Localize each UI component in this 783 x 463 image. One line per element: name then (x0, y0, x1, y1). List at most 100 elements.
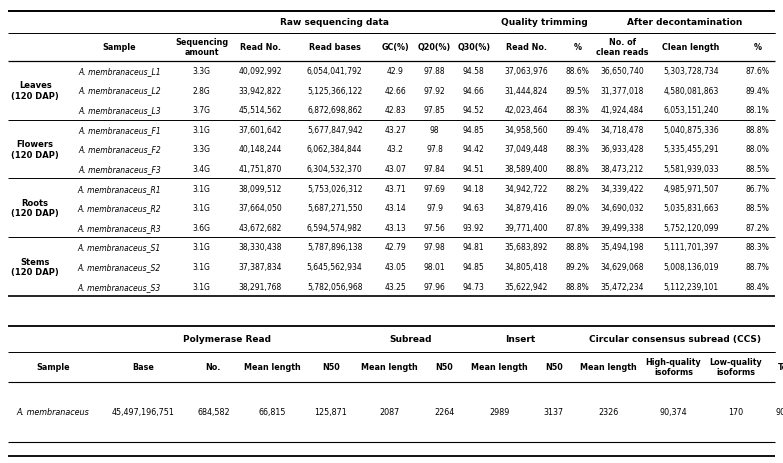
Text: 3.1G: 3.1G (193, 125, 211, 135)
Text: 38,099,512: 38,099,512 (239, 184, 282, 193)
Text: A. membranaceus_F1: A. membranaceus_F1 (78, 125, 161, 135)
Text: 94.18: 94.18 (463, 184, 485, 193)
Text: 97.84: 97.84 (424, 165, 446, 174)
Text: 684,582: 684,582 (197, 407, 229, 417)
Text: Mean length: Mean length (244, 363, 301, 371)
Text: Sequencing
amount: Sequencing amount (175, 38, 228, 57)
Text: 5,335,455,291: 5,335,455,291 (663, 145, 719, 154)
Text: A. membranaceus_L1: A. membranaceus_L1 (78, 67, 161, 76)
Text: 41,924,484: 41,924,484 (601, 106, 644, 115)
Text: Clean length: Clean length (662, 43, 720, 52)
Text: Mean length: Mean length (471, 363, 528, 371)
Text: A. membranaceus_R3: A. membranaceus_R3 (78, 223, 161, 232)
Text: No.: No. (206, 363, 221, 371)
Text: 89.2%: 89.2% (565, 263, 590, 271)
Text: 89.4%: 89.4% (745, 87, 770, 95)
Text: Total: Total (778, 363, 783, 371)
Text: 2989: 2989 (489, 407, 510, 417)
Text: 88.8%: 88.8% (565, 243, 590, 252)
Text: 97.8: 97.8 (426, 145, 443, 154)
Text: 34,942,722: 34,942,722 (505, 184, 548, 193)
Text: 90,374: 90,374 (659, 407, 687, 417)
Text: 5,787,896,138: 5,787,896,138 (307, 243, 363, 252)
Text: Q20(%): Q20(%) (418, 43, 451, 52)
Text: 98.01: 98.01 (424, 263, 446, 271)
Text: 97.69: 97.69 (424, 184, 446, 193)
Text: 94.58: 94.58 (463, 67, 485, 76)
Text: 31,377,018: 31,377,018 (601, 87, 644, 95)
Text: 94.73: 94.73 (463, 282, 485, 291)
Text: No. of
clean reads: No. of clean reads (596, 38, 649, 57)
Text: 43.27: 43.27 (384, 125, 406, 135)
Text: Raw sequencing data: Raw sequencing data (280, 18, 389, 27)
Text: Leaves
(120 DAP): Leaves (120 DAP) (12, 81, 59, 100)
Text: Read No.: Read No. (506, 43, 547, 52)
Text: 90,544: 90,544 (775, 407, 783, 417)
Text: 38,473,212: 38,473,212 (601, 165, 644, 174)
Text: 40,148,244: 40,148,244 (239, 145, 282, 154)
Text: A. membranaceus_L2: A. membranaceus_L2 (78, 87, 161, 95)
Text: 88.5%: 88.5% (745, 165, 770, 174)
Text: 43.25: 43.25 (384, 282, 406, 291)
Text: 6,054,041,792: 6,054,041,792 (307, 67, 363, 76)
Text: Polymerase Read: Polymerase Read (183, 335, 271, 344)
Text: 43.07: 43.07 (384, 165, 406, 174)
Text: 88.4%: 88.4% (745, 282, 770, 291)
Text: 39,499,338: 39,499,338 (601, 223, 644, 232)
Text: 3.7G: 3.7G (193, 106, 211, 115)
Text: A. membranaceus_R2: A. membranaceus_R2 (78, 204, 161, 213)
Text: A. membranaceus: A. membranaceus (16, 407, 89, 417)
Text: 3.3G: 3.3G (193, 145, 211, 154)
Text: 5,008,136,019: 5,008,136,019 (663, 263, 719, 271)
Text: 88.8%: 88.8% (565, 165, 590, 174)
Text: 31,444,824: 31,444,824 (505, 87, 548, 95)
Text: 40,092,992: 40,092,992 (239, 67, 282, 76)
Text: 2087: 2087 (380, 407, 399, 417)
Text: 41,751,870: 41,751,870 (239, 165, 282, 174)
Text: 45,514,562: 45,514,562 (239, 106, 282, 115)
Text: 6,872,698,862: 6,872,698,862 (307, 106, 363, 115)
Text: 4,985,971,507: 4,985,971,507 (663, 184, 719, 193)
Text: 37,063,976: 37,063,976 (505, 67, 548, 76)
Text: 88.0%: 88.0% (745, 145, 770, 154)
Text: 97.88: 97.88 (424, 67, 446, 76)
Text: 3.3G: 3.3G (193, 67, 211, 76)
Text: 89.5%: 89.5% (565, 87, 590, 95)
Text: 88.8%: 88.8% (745, 125, 770, 135)
Text: 35,494,198: 35,494,198 (601, 243, 644, 252)
Text: 3.4G: 3.4G (193, 165, 211, 174)
Text: 2.8G: 2.8G (193, 87, 211, 95)
Text: 88.6%: 88.6% (565, 67, 590, 76)
Text: 2326: 2326 (599, 407, 619, 417)
Text: 39,771,400: 39,771,400 (505, 223, 548, 232)
Text: Stems
(120 DAP): Stems (120 DAP) (12, 257, 59, 277)
Text: 94.85: 94.85 (463, 125, 485, 135)
Text: 88.5%: 88.5% (745, 204, 770, 213)
Text: 3.1G: 3.1G (193, 263, 211, 271)
Text: 35,622,942: 35,622,942 (505, 282, 548, 291)
Text: Low-quality
isoforms: Low-quality isoforms (709, 357, 763, 376)
Text: 35,472,234: 35,472,234 (601, 282, 644, 291)
Text: 5,752,120,099: 5,752,120,099 (663, 223, 719, 232)
Text: 5,111,701,397: 5,111,701,397 (663, 243, 719, 252)
Text: 5,753,026,312: 5,753,026,312 (307, 184, 363, 193)
Text: 94.66: 94.66 (463, 87, 485, 95)
Text: Subread: Subread (390, 335, 432, 344)
Text: N50: N50 (435, 363, 453, 371)
Text: 6,053,151,240: 6,053,151,240 (663, 106, 719, 115)
Text: 5,687,271,550: 5,687,271,550 (307, 204, 363, 213)
Text: 42.83: 42.83 (384, 106, 406, 115)
Text: 3.1G: 3.1G (193, 282, 211, 291)
Text: A. membranaceus_S1: A. membranaceus_S1 (78, 243, 161, 252)
Text: A. membranaceus_F2: A. membranaceus_F2 (78, 145, 161, 154)
Text: 125,871: 125,871 (315, 407, 347, 417)
Text: 34,718,478: 34,718,478 (601, 125, 644, 135)
Text: 33,942,822: 33,942,822 (239, 87, 282, 95)
Text: 4,580,081,863: 4,580,081,863 (663, 87, 719, 95)
Text: 42,023,464: 42,023,464 (505, 106, 548, 115)
Text: 86.7%: 86.7% (745, 184, 770, 193)
Text: Base: Base (132, 363, 153, 371)
Text: A. membranaceus_S3: A. membranaceus_S3 (78, 282, 161, 291)
Text: Mean length: Mean length (361, 363, 418, 371)
Text: 34,805,418: 34,805,418 (505, 263, 548, 271)
